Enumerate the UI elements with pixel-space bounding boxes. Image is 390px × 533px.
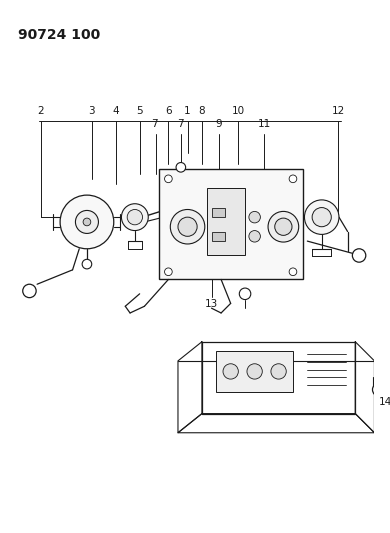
Circle shape bbox=[268, 212, 299, 242]
Text: 1: 1 bbox=[184, 106, 191, 116]
Circle shape bbox=[178, 217, 197, 236]
Circle shape bbox=[170, 209, 205, 244]
Bar bbox=[207, 188, 245, 255]
Circle shape bbox=[271, 364, 286, 379]
Circle shape bbox=[127, 209, 142, 225]
Circle shape bbox=[289, 175, 297, 183]
Circle shape bbox=[23, 284, 36, 297]
Circle shape bbox=[83, 218, 91, 226]
Text: 8: 8 bbox=[199, 106, 205, 116]
Text: 7: 7 bbox=[151, 119, 157, 129]
Text: 10: 10 bbox=[232, 106, 245, 116]
Circle shape bbox=[223, 364, 238, 379]
Text: 7: 7 bbox=[177, 119, 184, 129]
Circle shape bbox=[121, 204, 148, 231]
Text: 3: 3 bbox=[89, 106, 95, 116]
Text: 11: 11 bbox=[257, 119, 271, 129]
Circle shape bbox=[312, 207, 331, 227]
Text: 12: 12 bbox=[332, 106, 345, 116]
Circle shape bbox=[353, 249, 366, 262]
Bar bbox=[211, 231, 225, 241]
Text: 6: 6 bbox=[165, 106, 172, 116]
Circle shape bbox=[247, 364, 262, 379]
Circle shape bbox=[275, 218, 292, 236]
Circle shape bbox=[372, 383, 386, 397]
Circle shape bbox=[165, 175, 172, 183]
Circle shape bbox=[305, 200, 339, 235]
Circle shape bbox=[249, 231, 261, 242]
Text: 13: 13 bbox=[205, 300, 218, 309]
Circle shape bbox=[60, 195, 114, 249]
Circle shape bbox=[289, 268, 297, 276]
Bar bbox=[159, 169, 303, 279]
Circle shape bbox=[249, 212, 261, 223]
Bar bbox=[211, 207, 225, 217]
Circle shape bbox=[75, 211, 98, 233]
Bar bbox=[216, 351, 293, 392]
Circle shape bbox=[239, 288, 251, 300]
Text: 9: 9 bbox=[216, 119, 222, 129]
Circle shape bbox=[176, 163, 186, 172]
Text: 2: 2 bbox=[37, 106, 44, 116]
Text: 4: 4 bbox=[112, 106, 119, 116]
Circle shape bbox=[82, 260, 92, 269]
Text: 14: 14 bbox=[379, 397, 390, 407]
Text: 90724 100: 90724 100 bbox=[18, 28, 100, 42]
Circle shape bbox=[165, 268, 172, 276]
Text: 5: 5 bbox=[136, 106, 143, 116]
